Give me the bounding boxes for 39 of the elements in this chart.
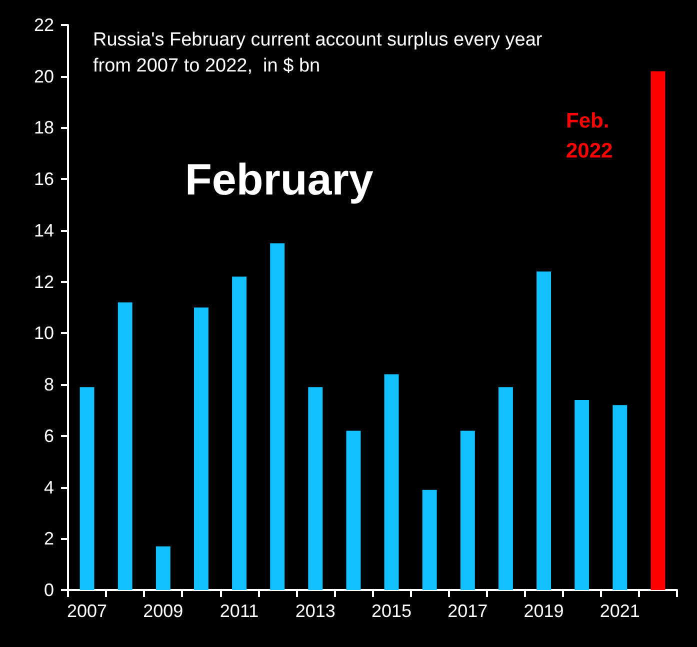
y-tick-label: 6 <box>44 426 54 446</box>
y-tick-label: 16 <box>34 169 54 190</box>
bar <box>194 308 208 590</box>
bar <box>574 400 590 590</box>
bar <box>498 387 513 590</box>
bar <box>384 374 399 590</box>
x-tick-label: 2017 <box>448 601 488 621</box>
annotation: February <box>185 156 374 204</box>
y-tick-label: 4 <box>44 477 54 498</box>
y-tick-label: 14 <box>34 220 54 240</box>
y-tick-label: 2 <box>44 528 54 549</box>
x-tick-label: 2021 <box>600 601 640 621</box>
y-tick-label: 8 <box>44 374 54 395</box>
annotation: Feb. 2022 <box>566 110 616 162</box>
bar <box>460 430 475 590</box>
x-tick-label: 2015 <box>372 601 412 621</box>
bar <box>422 490 437 590</box>
bar <box>80 387 94 590</box>
bar <box>612 405 628 590</box>
bar <box>232 276 247 590</box>
bar <box>536 272 552 590</box>
x-tick-label: 2009 <box>143 601 184 621</box>
bar <box>308 387 323 590</box>
bar <box>346 430 361 590</box>
bar <box>270 243 285 590</box>
x-tick-label: 2013 <box>295 601 336 621</box>
y-tick-label: 12 <box>34 272 54 292</box>
bar <box>156 546 170 590</box>
y-tick-label: 10 <box>34 323 54 344</box>
y-tick-label: 18 <box>34 118 54 138</box>
x-tick-label: 2011 <box>220 601 259 621</box>
x-tick-label: 2019 <box>524 601 564 621</box>
bar <box>118 302 132 590</box>
bar <box>650 71 666 590</box>
text: Russia's February current account surplus every year from 2007 to 2022, in $ bn <box>93 30 548 76</box>
y-tick-label: 20 <box>34 66 54 86</box>
y-tick-label: 0 <box>44 580 54 600</box>
y-tick-label: 22 <box>34 15 54 35</box>
x-tick-label: 2007 <box>67 601 108 621</box>
